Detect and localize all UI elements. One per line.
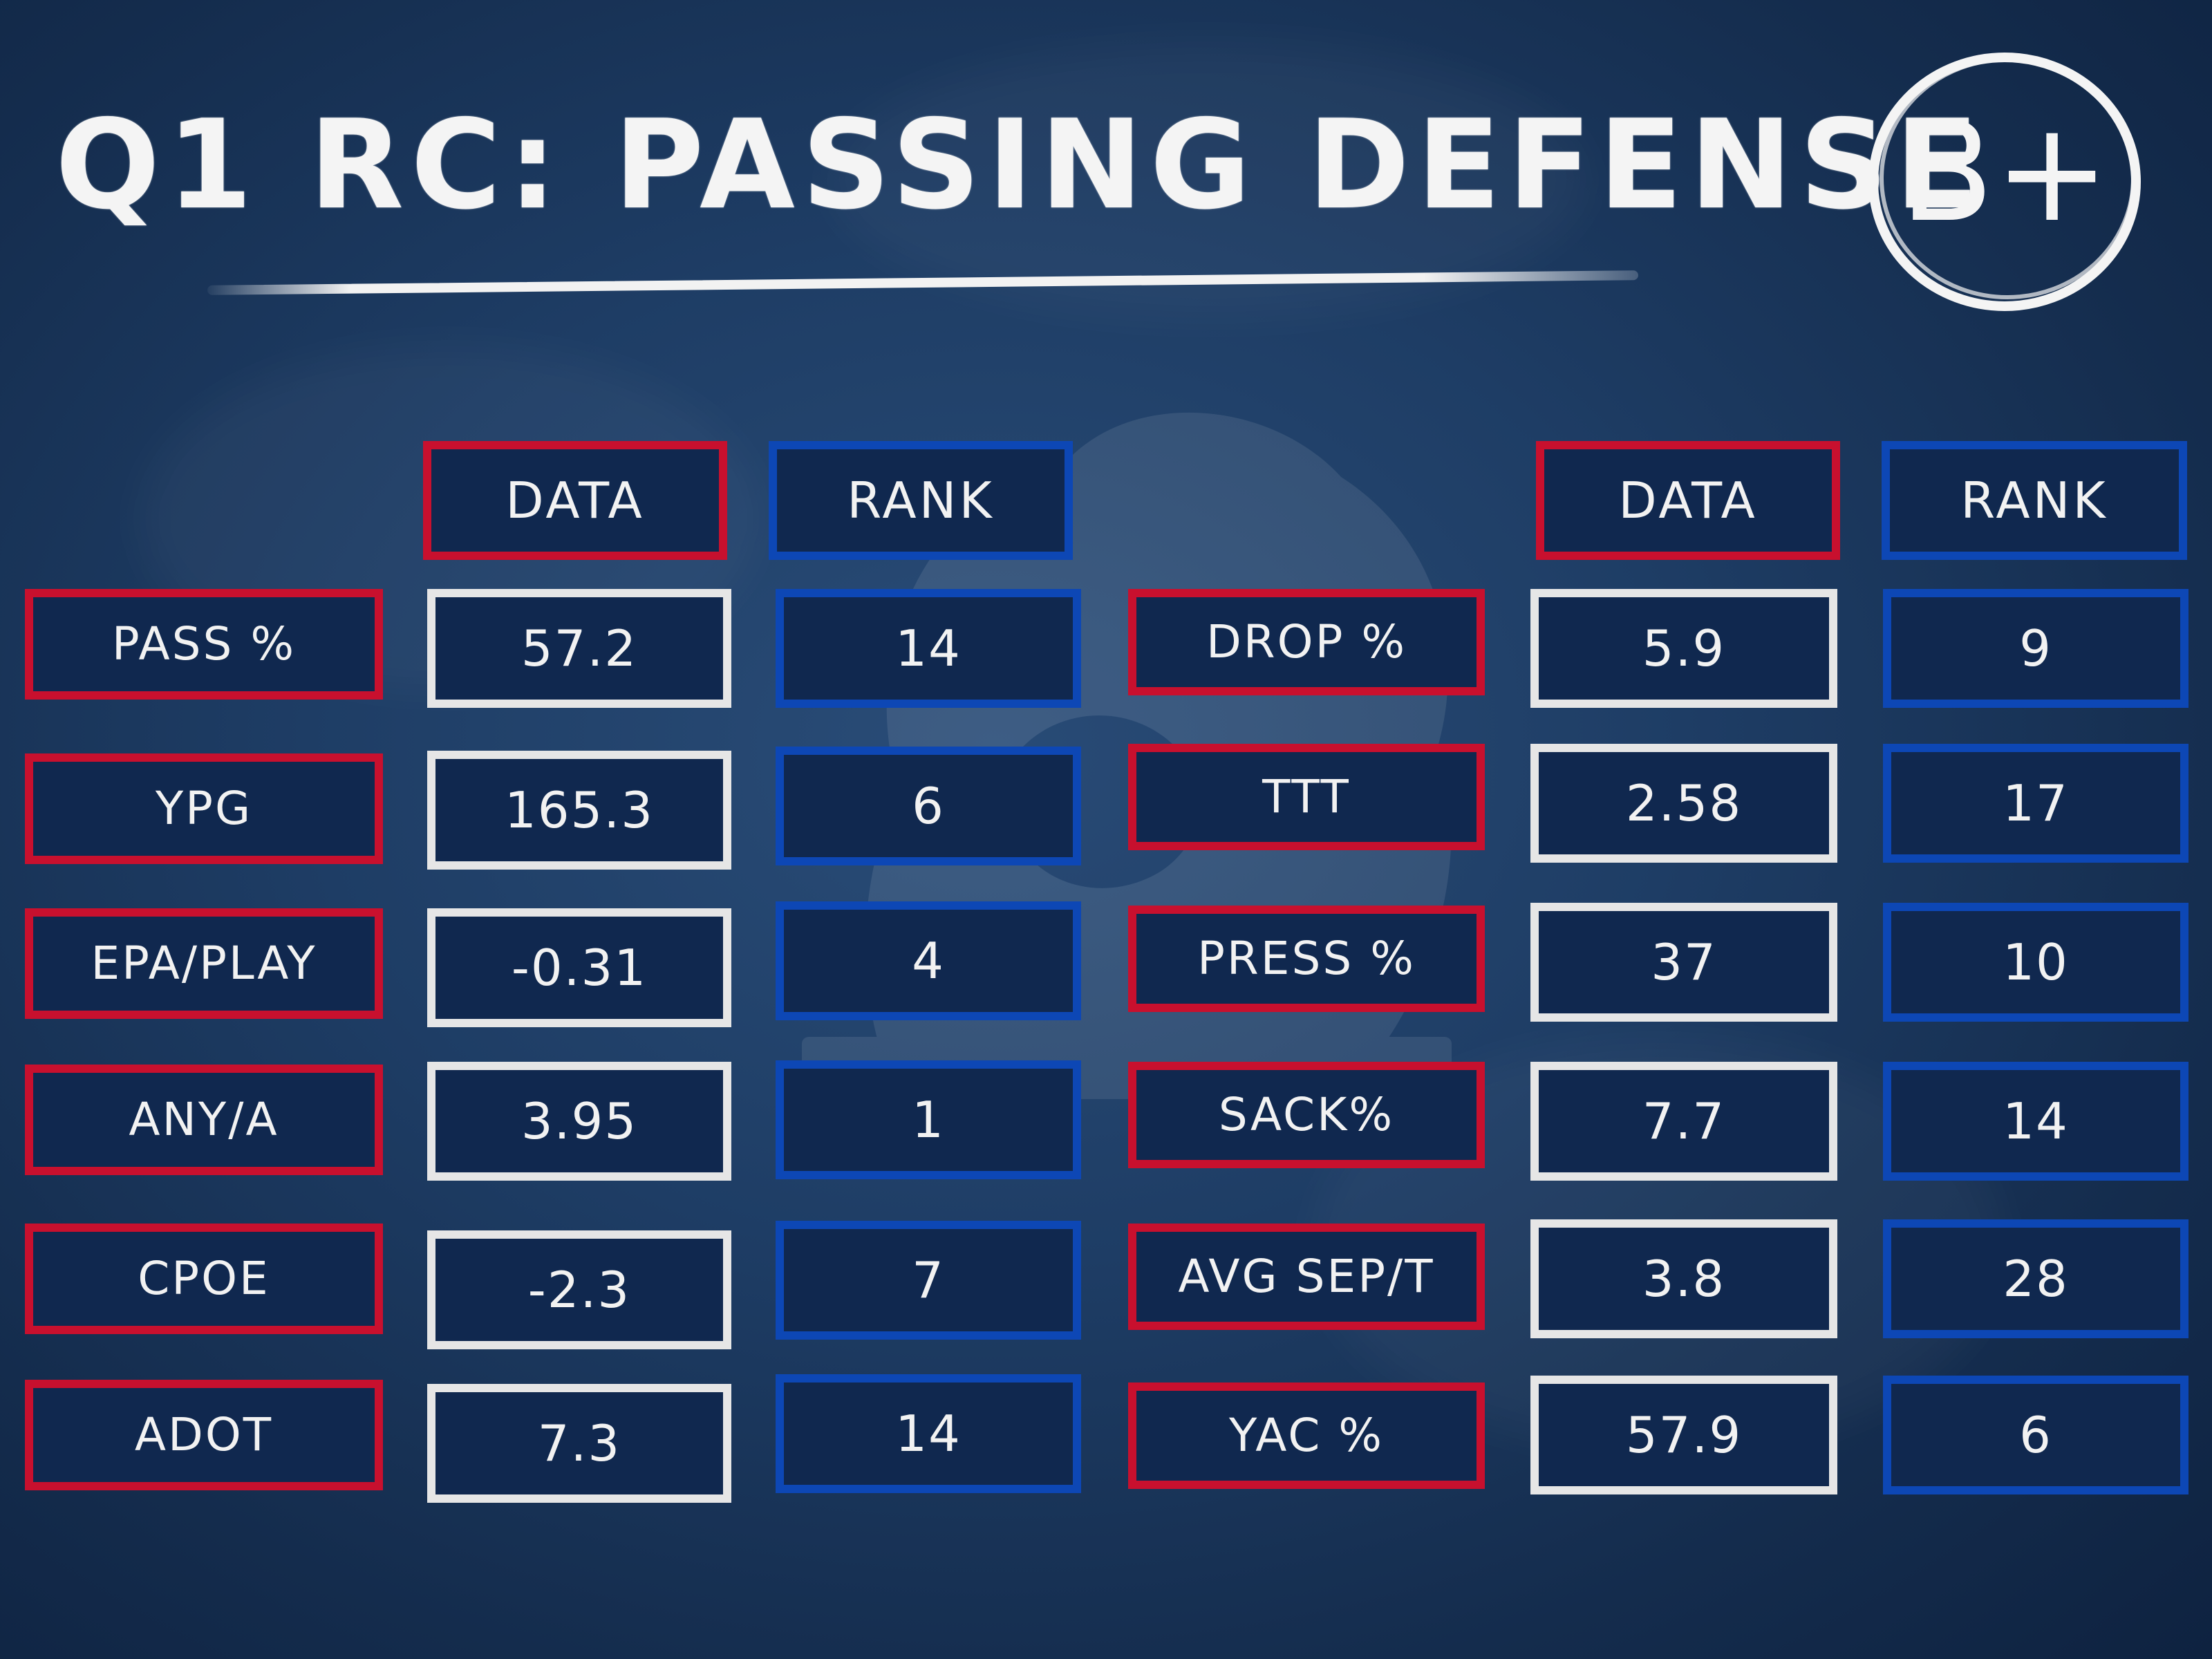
stat-data: 57.2 xyxy=(427,589,731,708)
stat-rank: 9 xyxy=(1883,589,2188,708)
grade-circle-icon xyxy=(1868,53,2141,311)
stat-rank: 17 xyxy=(1883,744,2188,863)
stat-rank: 14 xyxy=(776,1374,1081,1493)
stat-label: ADOT xyxy=(25,1380,383,1490)
stat-data: 3.95 xyxy=(427,1062,731,1181)
right-rank-header: RANK xyxy=(1882,441,2187,560)
stat-rank: 7 xyxy=(776,1221,1081,1340)
stat-data: 5.9 xyxy=(1530,589,1837,708)
stat-data: 7.7 xyxy=(1530,1062,1837,1181)
left-data-header: DATA xyxy=(423,441,727,560)
stat-label: CPOE xyxy=(25,1224,383,1334)
stat-data: -2.3 xyxy=(427,1230,731,1349)
stat-data: 57.9 xyxy=(1530,1376,1837,1494)
stat-label: AVG SEP/T xyxy=(1128,1224,1485,1330)
stat-label: SACK% xyxy=(1128,1062,1485,1168)
stat-label: YAC % xyxy=(1128,1382,1485,1489)
stat-label: YPG xyxy=(25,753,383,864)
left-rank-header: RANK xyxy=(769,441,1073,560)
stat-rank: 28 xyxy=(1883,1219,2188,1338)
stat-label: EPA/PLAY xyxy=(25,908,383,1019)
stat-data: 165.3 xyxy=(427,751,731,870)
stat-label: ANY/A xyxy=(25,1065,383,1175)
right-data-header: DATA xyxy=(1536,441,1840,560)
stat-label: PRESS % xyxy=(1128,906,1485,1012)
stat-rank: 1 xyxy=(776,1060,1081,1179)
stat-data: 37 xyxy=(1530,903,1837,1022)
stat-rank: 4 xyxy=(776,901,1081,1020)
stat-data: -0.31 xyxy=(427,908,731,1027)
page-title: Q1 RC: PASSING DEFENSE xyxy=(55,93,1986,236)
stat-rank: 6 xyxy=(776,747,1081,865)
stat-rank: 14 xyxy=(1883,1062,2188,1181)
stat-rank: 10 xyxy=(1883,903,2188,1022)
stat-data: 3.8 xyxy=(1530,1219,1837,1338)
stat-label: PASS % xyxy=(25,589,383,700)
stat-rank: 6 xyxy=(1883,1376,2188,1494)
stat-rank: 14 xyxy=(776,589,1081,708)
stat-label: TTT xyxy=(1128,744,1485,850)
grade-badge: B+ xyxy=(1859,40,2150,317)
grade-label: B+ xyxy=(1899,92,2110,253)
stat-data: 7.3 xyxy=(427,1384,731,1503)
stat-label: DROP % xyxy=(1128,589,1485,695)
stat-data: 2.58 xyxy=(1530,744,1837,863)
